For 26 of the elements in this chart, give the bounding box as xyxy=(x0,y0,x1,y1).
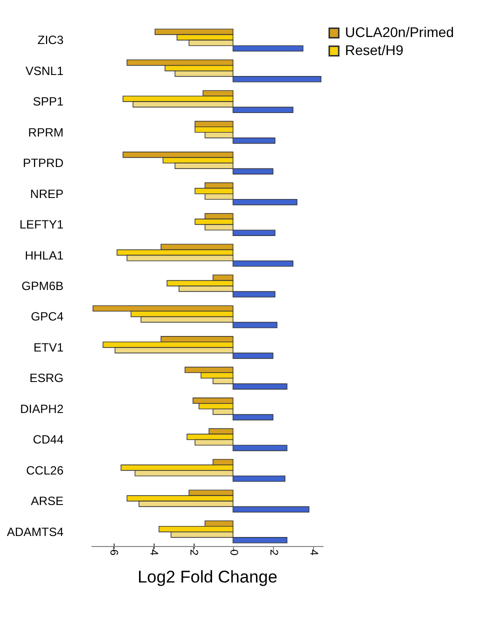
x-tick-label: 0 xyxy=(228,549,240,556)
x-tick-label: −2 xyxy=(188,542,200,556)
x-tick-label: −6 xyxy=(108,542,120,556)
y-tick-label: PTPRD xyxy=(22,156,64,170)
y-tick-label: GPC4 xyxy=(30,310,64,324)
y-tick-label: ARSE xyxy=(30,494,64,508)
x-tick-label: −4 xyxy=(148,542,160,556)
y-tick-label: NREP xyxy=(30,186,64,201)
y-tick-label: ADAMTS4 xyxy=(6,524,64,539)
y-tick-label: VSNL1 xyxy=(25,64,64,78)
x-axis-title: Log2 Fold Change xyxy=(138,568,278,586)
legend-label: Reset/H9 xyxy=(345,42,404,58)
y-tick-label: ZIC3 xyxy=(37,33,64,48)
y-tick-label: CCL26 xyxy=(26,463,64,478)
y-tick-label: HHLA1 xyxy=(24,248,64,262)
y-tick-label: RPRM xyxy=(28,125,64,140)
y-tick-label: GPM6B xyxy=(21,279,64,293)
y-tick-label: ETV1 xyxy=(33,340,64,354)
x-tick-label: 2 xyxy=(268,549,280,556)
y-tick-label: CD44 xyxy=(32,432,64,447)
y-tick-label: ESRG xyxy=(29,371,64,386)
y-tick-label: LEFTY1 xyxy=(19,218,64,232)
y-tick-label: DIAPH2 xyxy=(20,402,64,416)
y-tick-label: SPP1 xyxy=(32,94,64,109)
x-tick-label: 4 xyxy=(308,549,320,556)
legend-label: UCLA20n/Primed xyxy=(345,24,454,40)
